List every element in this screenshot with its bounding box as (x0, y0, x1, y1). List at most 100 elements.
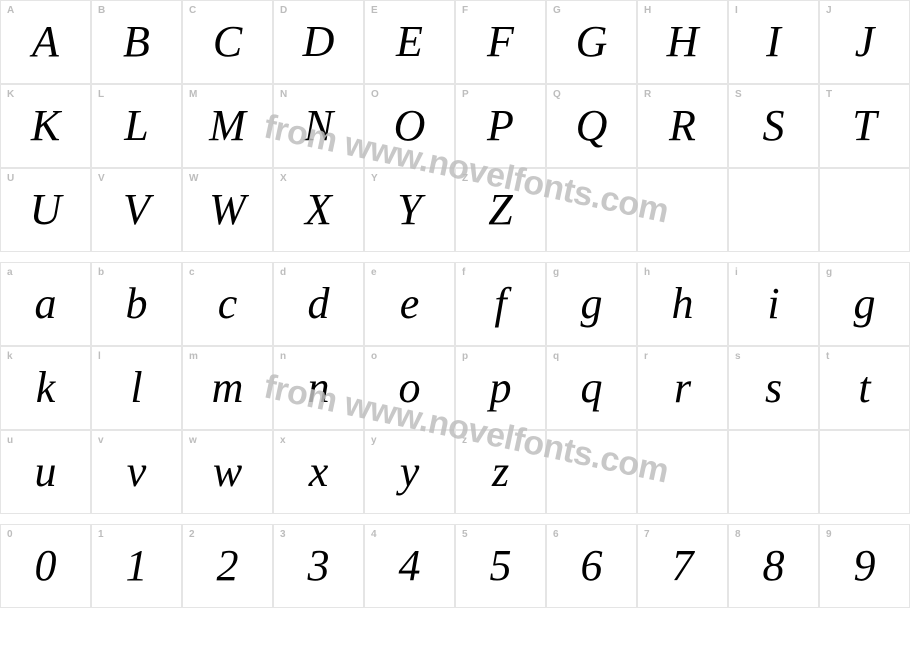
section-uppercase: AA BB CC DD EE FF GG HH II JJ KK LL MM N… (0, 0, 910, 252)
cell-label: 5 (462, 529, 468, 540)
glyph-cell: 22 (182, 524, 273, 608)
cell-glyph (820, 431, 909, 513)
cell-label: A (7, 5, 14, 16)
cell-glyph: o (365, 347, 454, 429)
glyph-cell: nn (273, 346, 364, 430)
cell-label: y (371, 435, 377, 446)
cell-label: a (7, 267, 13, 278)
cell-glyph: p (456, 347, 545, 429)
cell-glyph: 9 (820, 525, 909, 607)
cell-label: e (371, 267, 377, 278)
cell-glyph: 8 (729, 525, 818, 607)
cell-glyph: v (92, 431, 181, 513)
glyph-cell: qq (546, 346, 637, 430)
glyph-cell: cc (182, 262, 273, 346)
cell-label: w (189, 435, 197, 446)
glyph-cell: uu (0, 430, 91, 514)
cell-glyph: 5 (456, 525, 545, 607)
cell-label: T (826, 89, 832, 100)
glyph-cell: 99 (819, 524, 910, 608)
cell-label: R (644, 89, 651, 100)
cell-label: q (553, 351, 559, 362)
cell-label: V (98, 173, 105, 184)
glyph-cell: 66 (546, 524, 637, 608)
cell-label: k (7, 351, 13, 362)
cell-label: 7 (644, 529, 650, 540)
glyph-cell: RR (637, 84, 728, 168)
cell-glyph: y (365, 431, 454, 513)
cell-glyph: 0 (1, 525, 90, 607)
cell-glyph: K (1, 85, 90, 167)
cell-glyph: Y (365, 169, 454, 251)
cell-label: I (735, 5, 738, 16)
cell-label: n (280, 351, 286, 362)
glyph-cell: WW (182, 168, 273, 252)
glyph-cell: ss (728, 346, 819, 430)
cell-label: g (826, 267, 832, 278)
cell-label: 0 (7, 529, 13, 540)
glyph-cell: BB (91, 0, 182, 84)
cell-label: N (280, 89, 287, 100)
cell-glyph (820, 169, 909, 251)
glyph-cell: KK (0, 84, 91, 168)
glyph-cell: ee (364, 262, 455, 346)
cell-glyph (638, 169, 727, 251)
glyph-cell: FF (455, 0, 546, 84)
glyph-cell: QQ (546, 84, 637, 168)
glyph-cell: ll (91, 346, 182, 430)
cell-label: Y (371, 173, 378, 184)
glyph-cell: 11 (91, 524, 182, 608)
cell-glyph: T (820, 85, 909, 167)
cell-label: 9 (826, 529, 832, 540)
glyph-cell: PP (455, 84, 546, 168)
cell-label: g (553, 267, 559, 278)
cell-glyph: c (183, 263, 272, 345)
section-lowercase: aa bb cc dd ee ff gg hh ii gg kk ll mm n… (0, 262, 910, 514)
glyph-cell: rr (637, 346, 728, 430)
cell-label: D (280, 5, 287, 16)
glyph-cell: pp (455, 346, 546, 430)
glyph-cell: VV (91, 168, 182, 252)
cell-label: z (462, 435, 467, 446)
cell-glyph (638, 431, 727, 513)
cell-glyph: b (92, 263, 181, 345)
glyph-cell: OO (364, 84, 455, 168)
glyph-cell: ZZ (455, 168, 546, 252)
glyph-cell: JJ (819, 0, 910, 84)
cell-glyph: 7 (638, 525, 727, 607)
cell-glyph: a (1, 263, 90, 345)
cell-glyph: I (729, 1, 818, 83)
cell-label: X (280, 173, 287, 184)
glyph-cell (637, 430, 728, 514)
cell-label: r (644, 351, 648, 362)
cell-glyph (547, 169, 636, 251)
glyph-cell: LL (91, 84, 182, 168)
cell-glyph: q (547, 347, 636, 429)
cell-glyph: z (456, 431, 545, 513)
glyph-cell: dd (273, 262, 364, 346)
cell-label: O (371, 89, 379, 100)
cell-label: H (644, 5, 651, 16)
cell-glyph: g (820, 263, 909, 345)
cell-glyph: f (456, 263, 545, 345)
glyph-cell: 88 (728, 524, 819, 608)
cell-label: i (735, 267, 738, 278)
cell-label: u (7, 435, 13, 446)
glyph-cell: XX (273, 168, 364, 252)
cell-label: F (462, 5, 468, 16)
glyph-cell: 33 (273, 524, 364, 608)
cell-label: E (371, 5, 378, 16)
cell-glyph: P (456, 85, 545, 167)
glyph-cell: SS (728, 84, 819, 168)
cell-label: 6 (553, 529, 559, 540)
cell-glyph: V (92, 169, 181, 251)
glyph-cell: 77 (637, 524, 728, 608)
cell-label: B (98, 5, 105, 16)
cell-label: M (189, 89, 197, 100)
cell-glyph: F (456, 1, 545, 83)
cell-glyph: e (365, 263, 454, 345)
cell-glyph: s (729, 347, 818, 429)
cell-glyph: N (274, 85, 363, 167)
cell-label: K (7, 89, 14, 100)
glyph-cell: tt (819, 346, 910, 430)
